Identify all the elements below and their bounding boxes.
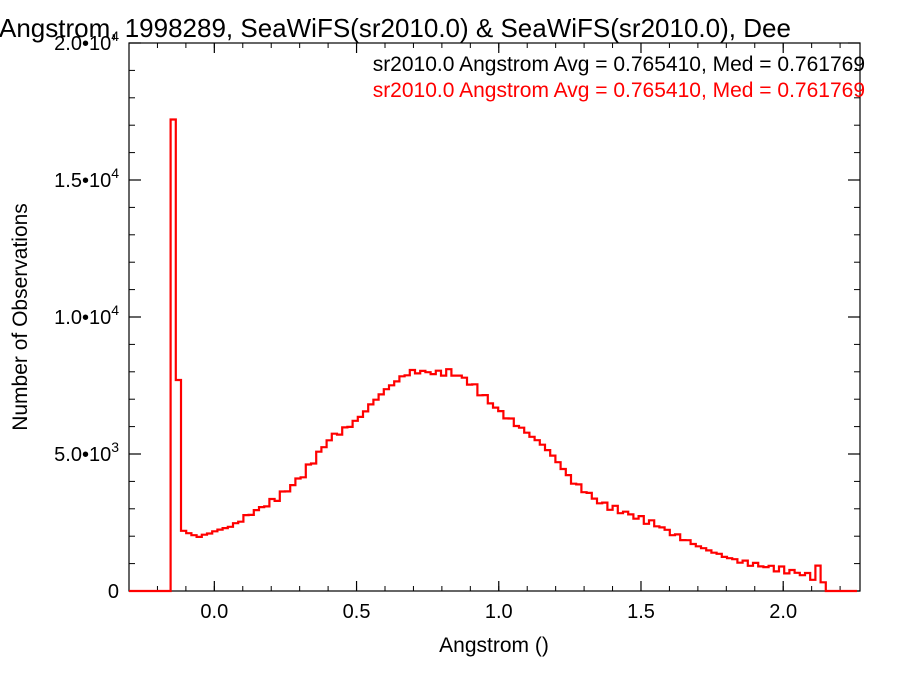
x-axis-label: Angstrom (): [439, 634, 549, 657]
histogram-series-line: [129, 118, 857, 593]
x-axis-ticks: 0.0 0.5 1.0 1.5 2.0: [156, 43, 841, 623]
plot-frame: [128, 42, 861, 592]
x-tick-label: 0.5: [343, 601, 371, 623]
y-tick-label: 2.0•104: [54, 28, 119, 55]
y-tick-label: 5.0•103: [54, 439, 119, 466]
x-tick-label: 1.5: [627, 601, 655, 623]
chart-title: Angstrom, 1998289, SeaWiFS(sr2010.0) & S…: [0, 13, 791, 43]
y-tick-label: 0: [108, 581, 119, 603]
legend: sr2010.0 Angstrom Avg = 0.765410, Med = …: [373, 53, 865, 102]
legend-entry: sr2010.0 Angstrom Avg = 0.765410, Med = …: [373, 79, 865, 102]
y-tick-label: 1.5•104: [54, 165, 119, 192]
legend-entry: sr2010.0 Angstrom Avg = 0.765410, Med = …: [373, 53, 865, 76]
x-tick-label: 0.0: [200, 601, 228, 623]
y-axis-label: Number of Observations: [9, 203, 32, 431]
y-axis-ticks: 0 5.0•103 1.0•104 1.5•104 2.0•104: [54, 28, 860, 603]
y-tick-label: 1.0•104: [54, 302, 119, 329]
x-tick-label: 1.0: [485, 601, 513, 623]
x-tick-label: 2.0: [769, 601, 797, 623]
